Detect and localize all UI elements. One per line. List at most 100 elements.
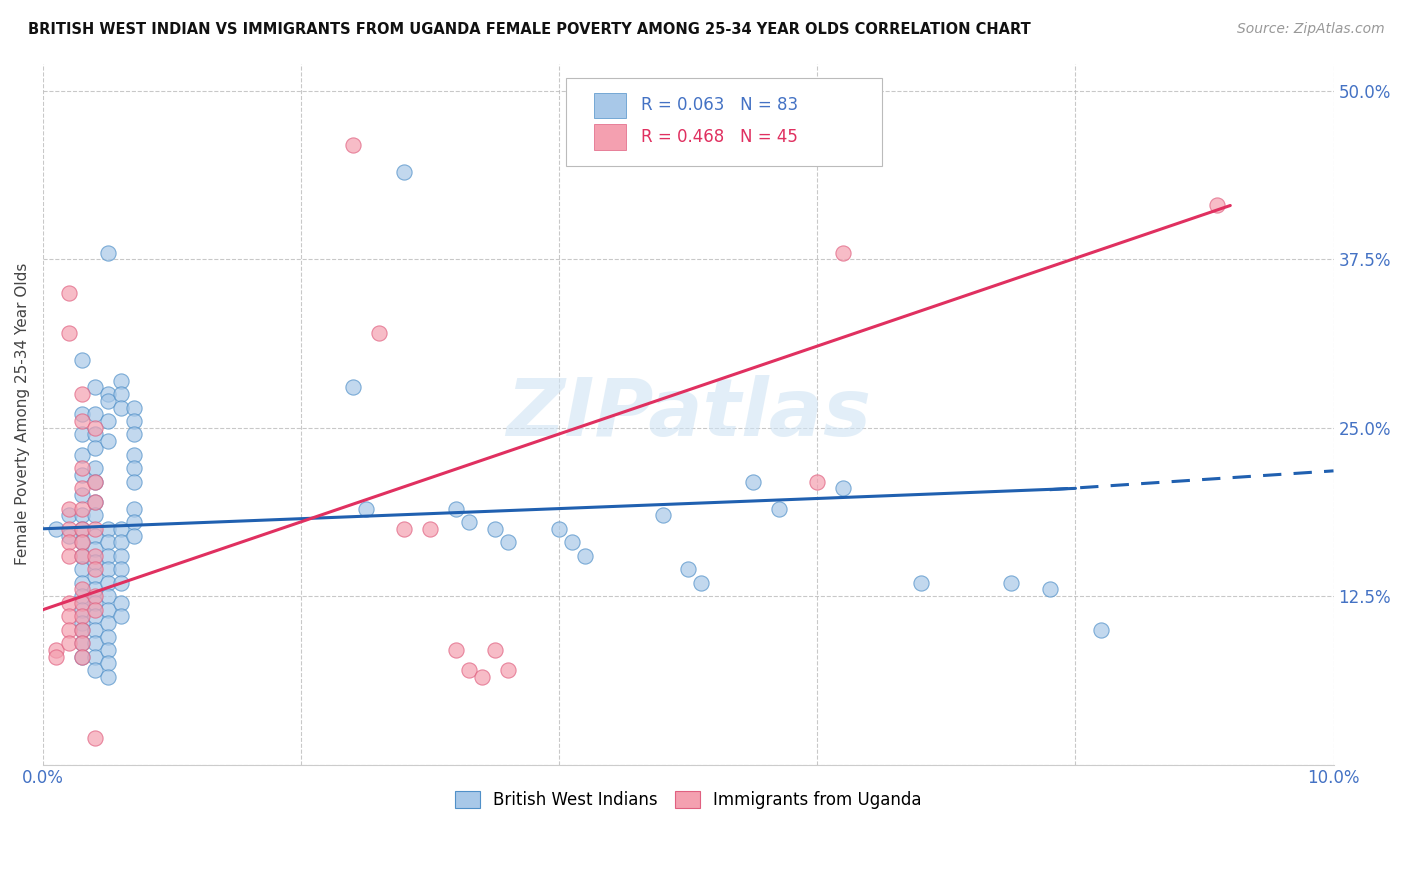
Point [419,522,441,536]
Point [83,461,105,475]
Point [471,670,494,684]
Point [97,535,120,549]
Point [70,461,93,475]
Point [122,448,145,462]
Point [496,535,519,549]
Point [496,663,519,677]
Point [70,562,93,576]
Point [70,522,93,536]
Point [394,522,416,536]
Point [122,515,145,529]
Text: R = 0.468   N = 45: R = 0.468 N = 45 [641,128,797,146]
Point [741,475,763,489]
Point [83,663,105,677]
Text: BRITISH WEST INDIAN VS IMMIGRANTS FROM UGANDA FEMALE POVERTY AMONG 25-34 YEAR OL: BRITISH WEST INDIAN VS IMMIGRANTS FROM U… [28,22,1031,37]
Point [122,401,145,415]
Point [83,528,105,542]
Point [58,636,80,650]
Point [110,549,132,563]
Point [342,137,364,152]
Point [70,636,93,650]
Point [70,549,93,563]
Point [484,643,506,657]
Legend: British West Indians, Immigrants from Uganda: British West Indians, Immigrants from Ug… [449,784,928,815]
Point [354,501,377,516]
Point [70,414,93,428]
Point [70,616,93,631]
Point [910,575,932,590]
Point [45,643,67,657]
Point [70,508,93,523]
Point [1000,575,1022,590]
Point [458,515,481,529]
Point [83,731,105,745]
Point [110,401,132,415]
Point [83,609,105,624]
Point [70,602,93,616]
Point [651,508,673,523]
Point [97,602,120,616]
Point [83,562,105,576]
Point [83,649,105,664]
Point [83,623,105,637]
Point [806,475,828,489]
Point [110,387,132,401]
Point [70,407,93,421]
Point [97,562,120,576]
Point [83,589,105,603]
Point [83,636,105,650]
Point [122,461,145,475]
Point [97,575,120,590]
Point [97,245,120,260]
Point [70,482,93,496]
Point [70,488,93,502]
Point [83,495,105,509]
Point [110,374,132,388]
Point [70,522,93,536]
Point [444,501,467,516]
Point [70,649,93,664]
Point [70,387,93,401]
Point [70,623,93,637]
Point [58,596,80,610]
Point [58,528,80,542]
Point [484,522,506,536]
Text: R = 0.063   N = 83: R = 0.063 N = 83 [641,96,797,114]
Point [97,630,120,644]
Point [83,495,105,509]
Point [110,562,132,576]
Point [45,649,67,664]
Bar [595,93,627,118]
Point [768,501,790,516]
Point [70,535,93,549]
Bar [595,124,627,150]
Point [58,549,80,563]
Point [83,441,105,455]
Point [83,541,105,556]
Point [83,380,105,394]
Point [70,596,93,610]
Point [444,643,467,657]
Point [70,575,93,590]
Point [58,535,80,549]
Point [70,501,93,516]
Point [83,407,105,421]
Point [70,467,93,482]
Point [110,522,132,536]
Point [58,623,80,637]
Point [1206,198,1229,212]
Point [832,245,855,260]
Text: Source: ZipAtlas.com: Source: ZipAtlas.com [1237,22,1385,37]
Point [122,528,145,542]
Point [70,549,93,563]
Point [97,393,120,408]
Point [110,535,132,549]
Point [70,535,93,549]
Point [458,663,481,677]
Point [58,326,80,341]
Point [70,582,93,597]
Point [97,434,120,449]
Y-axis label: Female Poverty Among 25-34 Year Olds: Female Poverty Among 25-34 Year Olds [15,263,30,566]
Point [97,414,120,428]
Point [70,649,93,664]
